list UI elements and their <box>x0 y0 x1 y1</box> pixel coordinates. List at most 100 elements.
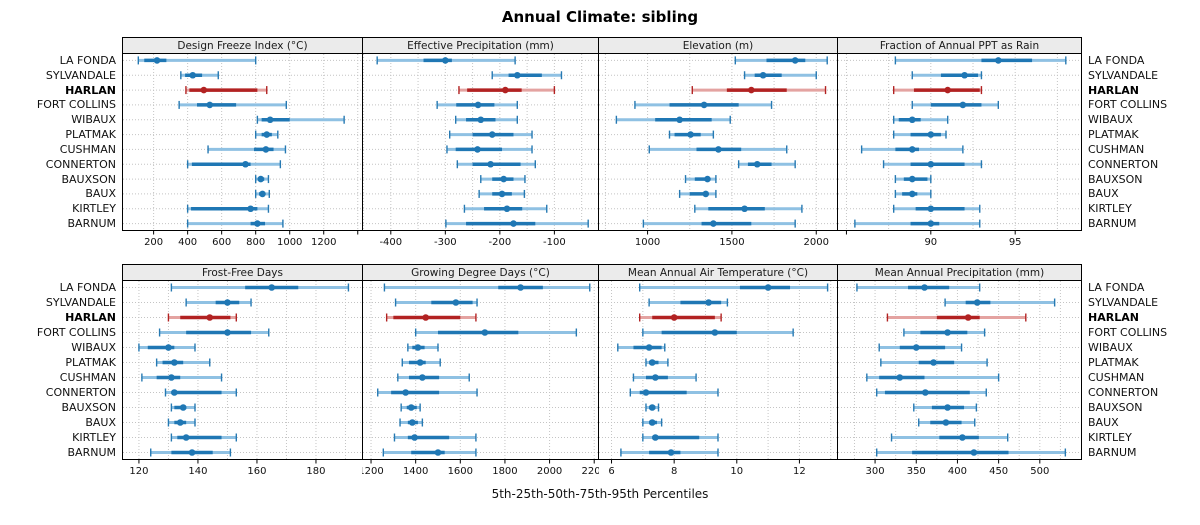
station-labels-right-top: LA FONDA SYLVANDALE HARLAN FORT COLLINS WIBA… <box>1082 37 1200 231</box>
station-labels-right-bottom: LA FONDA SYLVANDALE HARLAN FORT COLLINS WIBA… <box>1082 264 1200 460</box>
median-dot <box>927 131 935 138</box>
svg-text:600: 600 <box>212 237 231 248</box>
median-dot <box>759 71 767 79</box>
median-dot <box>409 419 416 426</box>
median-dot <box>481 329 489 336</box>
panel-header: Fraction of Annual PPT as Rain <box>837 37 1082 53</box>
panel-plot: 1000 1500 2000 <box>598 53 838 248</box>
station-label: CUSHMAN <box>59 142 116 156</box>
station-label: PLATMAK <box>1088 356 1139 369</box>
median-dot <box>224 299 231 306</box>
median-dot <box>927 220 935 227</box>
svg-text:10: 10 <box>730 466 743 477</box>
station-label: KIRTLEY <box>1088 431 1132 444</box>
panel-plot: 200 400 600 800 1000 1200 <box>122 53 363 248</box>
median-dot <box>259 190 266 198</box>
panel-growing-degree-days: Growing Degree Days (°C) 1200 1400 1600 1800… <box>362 264 599 485</box>
median-dot <box>153 57 161 64</box>
station-label: FORT COLLINS <box>1088 326 1168 339</box>
station-label: CONNERTON <box>1088 157 1159 171</box>
svg-text:450: 450 <box>989 466 1008 477</box>
station-label: BAUX <box>85 416 116 429</box>
median-dot <box>710 220 717 227</box>
median-dot <box>242 160 249 168</box>
median-dot <box>247 205 254 213</box>
station-label: FORT COLLINS <box>36 326 116 339</box>
median-dot <box>434 449 442 456</box>
median-dot <box>474 101 482 109</box>
median-dot <box>414 344 422 351</box>
median-dot <box>171 359 178 366</box>
median-dot <box>500 175 507 183</box>
median-dot <box>452 299 460 306</box>
station-labels-left-top: LA FONDA SYLVANDALE HARLAN FORT COLLINS WIBA… <box>0 37 122 231</box>
station-label: PLATMAK <box>65 128 116 142</box>
panel-mean-annual-air-temperature: Mean Annual Air Temperature (°C) 6 8 10 12 <box>598 264 838 485</box>
station-label: WIBAUX <box>1088 341 1133 354</box>
median-dot <box>995 57 1002 64</box>
station-label: PLATMAK <box>1088 128 1139 142</box>
panel-mean-annual-precipitation: Mean Annual Precipitation (mm) 300 350 400 4… <box>837 264 1082 485</box>
median-dot <box>964 314 972 321</box>
median-dot <box>266 116 274 124</box>
median-dot <box>896 374 904 381</box>
svg-text:1200: 1200 <box>362 466 384 477</box>
panel-header: Design Freeze Index (°C) <box>122 37 363 53</box>
median-dot <box>422 314 430 321</box>
svg-text:180: 180 <box>306 466 325 477</box>
median-dot <box>700 101 708 109</box>
panel-plot: 90 95 <box>837 53 1082 248</box>
median-dot <box>411 434 418 441</box>
median-dot <box>171 389 178 396</box>
median-dot <box>200 86 208 94</box>
station-label: PLATMAK <box>65 356 116 369</box>
svg-text:1200: 1200 <box>311 237 336 248</box>
median-dot <box>176 419 184 426</box>
station-label: SYLVANDALE <box>45 296 116 309</box>
median-dot <box>715 146 722 153</box>
svg-text:500: 500 <box>1030 466 1049 477</box>
median-dot <box>676 116 683 124</box>
svg-text:-100: -100 <box>543 237 566 248</box>
median-dot <box>791 57 799 64</box>
station-label: WIBAUX <box>1088 113 1133 127</box>
median-dot <box>487 160 494 168</box>
median-dot <box>498 190 506 198</box>
median-dot <box>944 86 951 94</box>
panel-elevation: Elevation (m) 1000 1500 2000 <box>598 37 838 260</box>
median-dot <box>503 205 511 213</box>
svg-text:1600: 1600 <box>448 466 473 477</box>
median-dot <box>179 404 187 411</box>
station-label: LA FONDA <box>1088 281 1145 294</box>
svg-text:120: 120 <box>129 466 148 477</box>
station-label: FORT COLLINS <box>36 98 116 112</box>
station-label: BAUXSON <box>61 401 116 414</box>
station-label: HARLAN <box>65 83 116 97</box>
svg-text:1000: 1000 <box>635 237 660 248</box>
station-label: BAUXSON <box>61 172 116 186</box>
median-dot <box>908 116 916 124</box>
median-dot <box>711 329 719 336</box>
svg-text:6: 6 <box>608 466 614 477</box>
station-label: KIRTLEY <box>72 202 116 216</box>
svg-text:2200: 2200 <box>581 466 599 477</box>
svg-text:2000: 2000 <box>804 237 829 248</box>
station-label: SYLVANDALE <box>45 68 116 82</box>
median-dot <box>510 220 517 227</box>
median-dot <box>268 284 276 291</box>
median-dot <box>741 205 748 213</box>
chart-title: Annual Climate: sibling <box>501 8 699 26</box>
median-dot <box>670 314 678 321</box>
panel-plot: 120 140 160 180 <box>122 280 363 477</box>
median-dot <box>488 131 496 138</box>
median-dot <box>188 449 196 456</box>
station-label: HARLAN <box>1088 311 1139 324</box>
median-dot <box>262 146 270 153</box>
station-label: BARNUM <box>1088 446 1137 459</box>
median-dot <box>908 146 916 153</box>
median-dot <box>748 86 755 94</box>
panel-design-freeze-index: Design Freeze Index (°C) 200 400 600 800 1000… <box>122 37 363 260</box>
median-dot <box>930 359 937 366</box>
station-label: LA FONDA <box>59 53 116 67</box>
